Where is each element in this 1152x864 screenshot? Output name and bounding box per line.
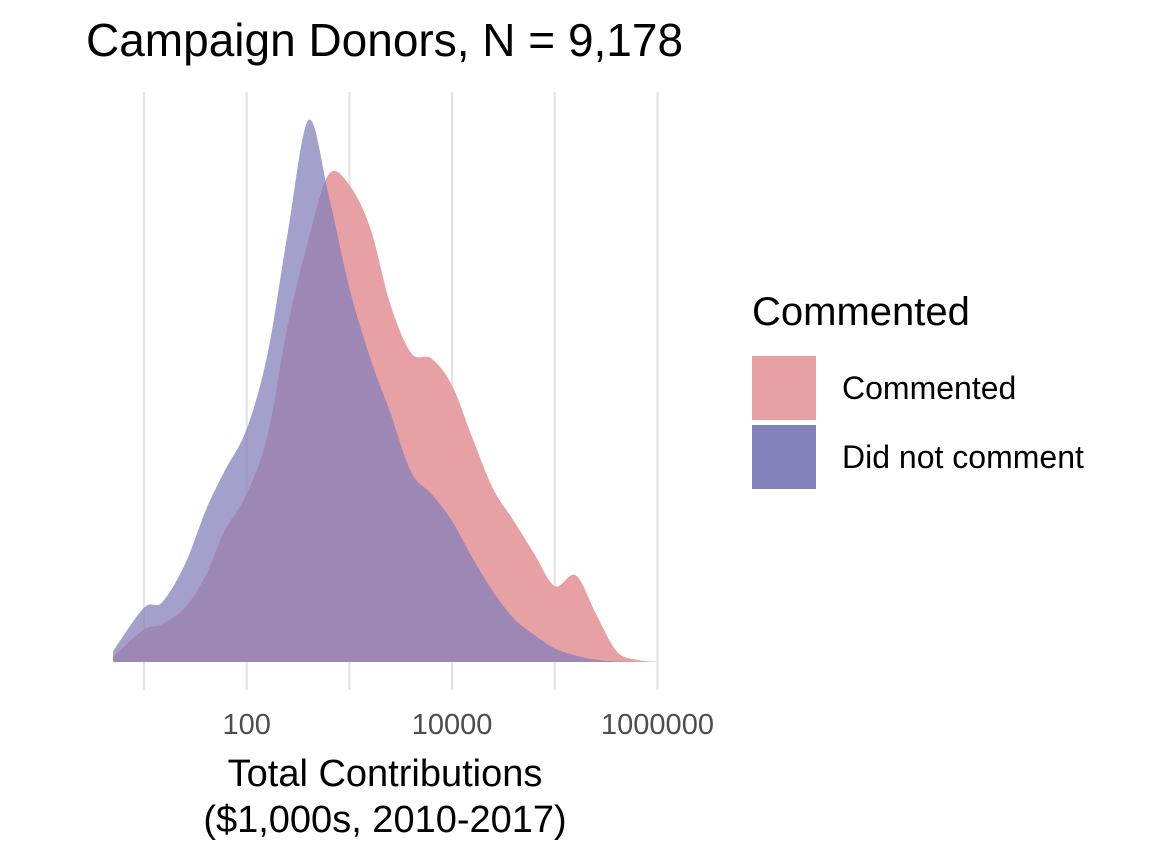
legend-item-commented: Commented bbox=[752, 356, 1084, 420]
legend-label-did-not-comment: Did not comment bbox=[842, 438, 1084, 475]
x-axis-label-line-1: Total Contributions bbox=[228, 753, 543, 795]
chart-title: Campaign Donors, N = 9,178 bbox=[86, 14, 684, 66]
x-axis-label-line-2: ($1,000s, 2010-2017) bbox=[203, 799, 566, 841]
legend-title: Commented bbox=[752, 290, 970, 334]
density-did-not-comment bbox=[113, 119, 658, 662]
x-tick-label-1000000: 1000000 bbox=[601, 709, 714, 741]
legend: Commented Commented Did not comment bbox=[752, 288, 1084, 494]
legend-swatch-commented bbox=[752, 356, 816, 420]
legend-swatch-did-not-comment bbox=[752, 425, 816, 489]
density-areas bbox=[113, 119, 658, 662]
x-tick-label-10000: 10000 bbox=[412, 709, 493, 741]
legend-label-commented: Commented bbox=[842, 369, 1017, 406]
x-tick-label-100: 100 bbox=[223, 709, 271, 741]
legend-item-did-not-comment: Did not comment bbox=[752, 425, 1084, 489]
x-axis-ticks: 100 10000 1000000 bbox=[223, 709, 714, 741]
